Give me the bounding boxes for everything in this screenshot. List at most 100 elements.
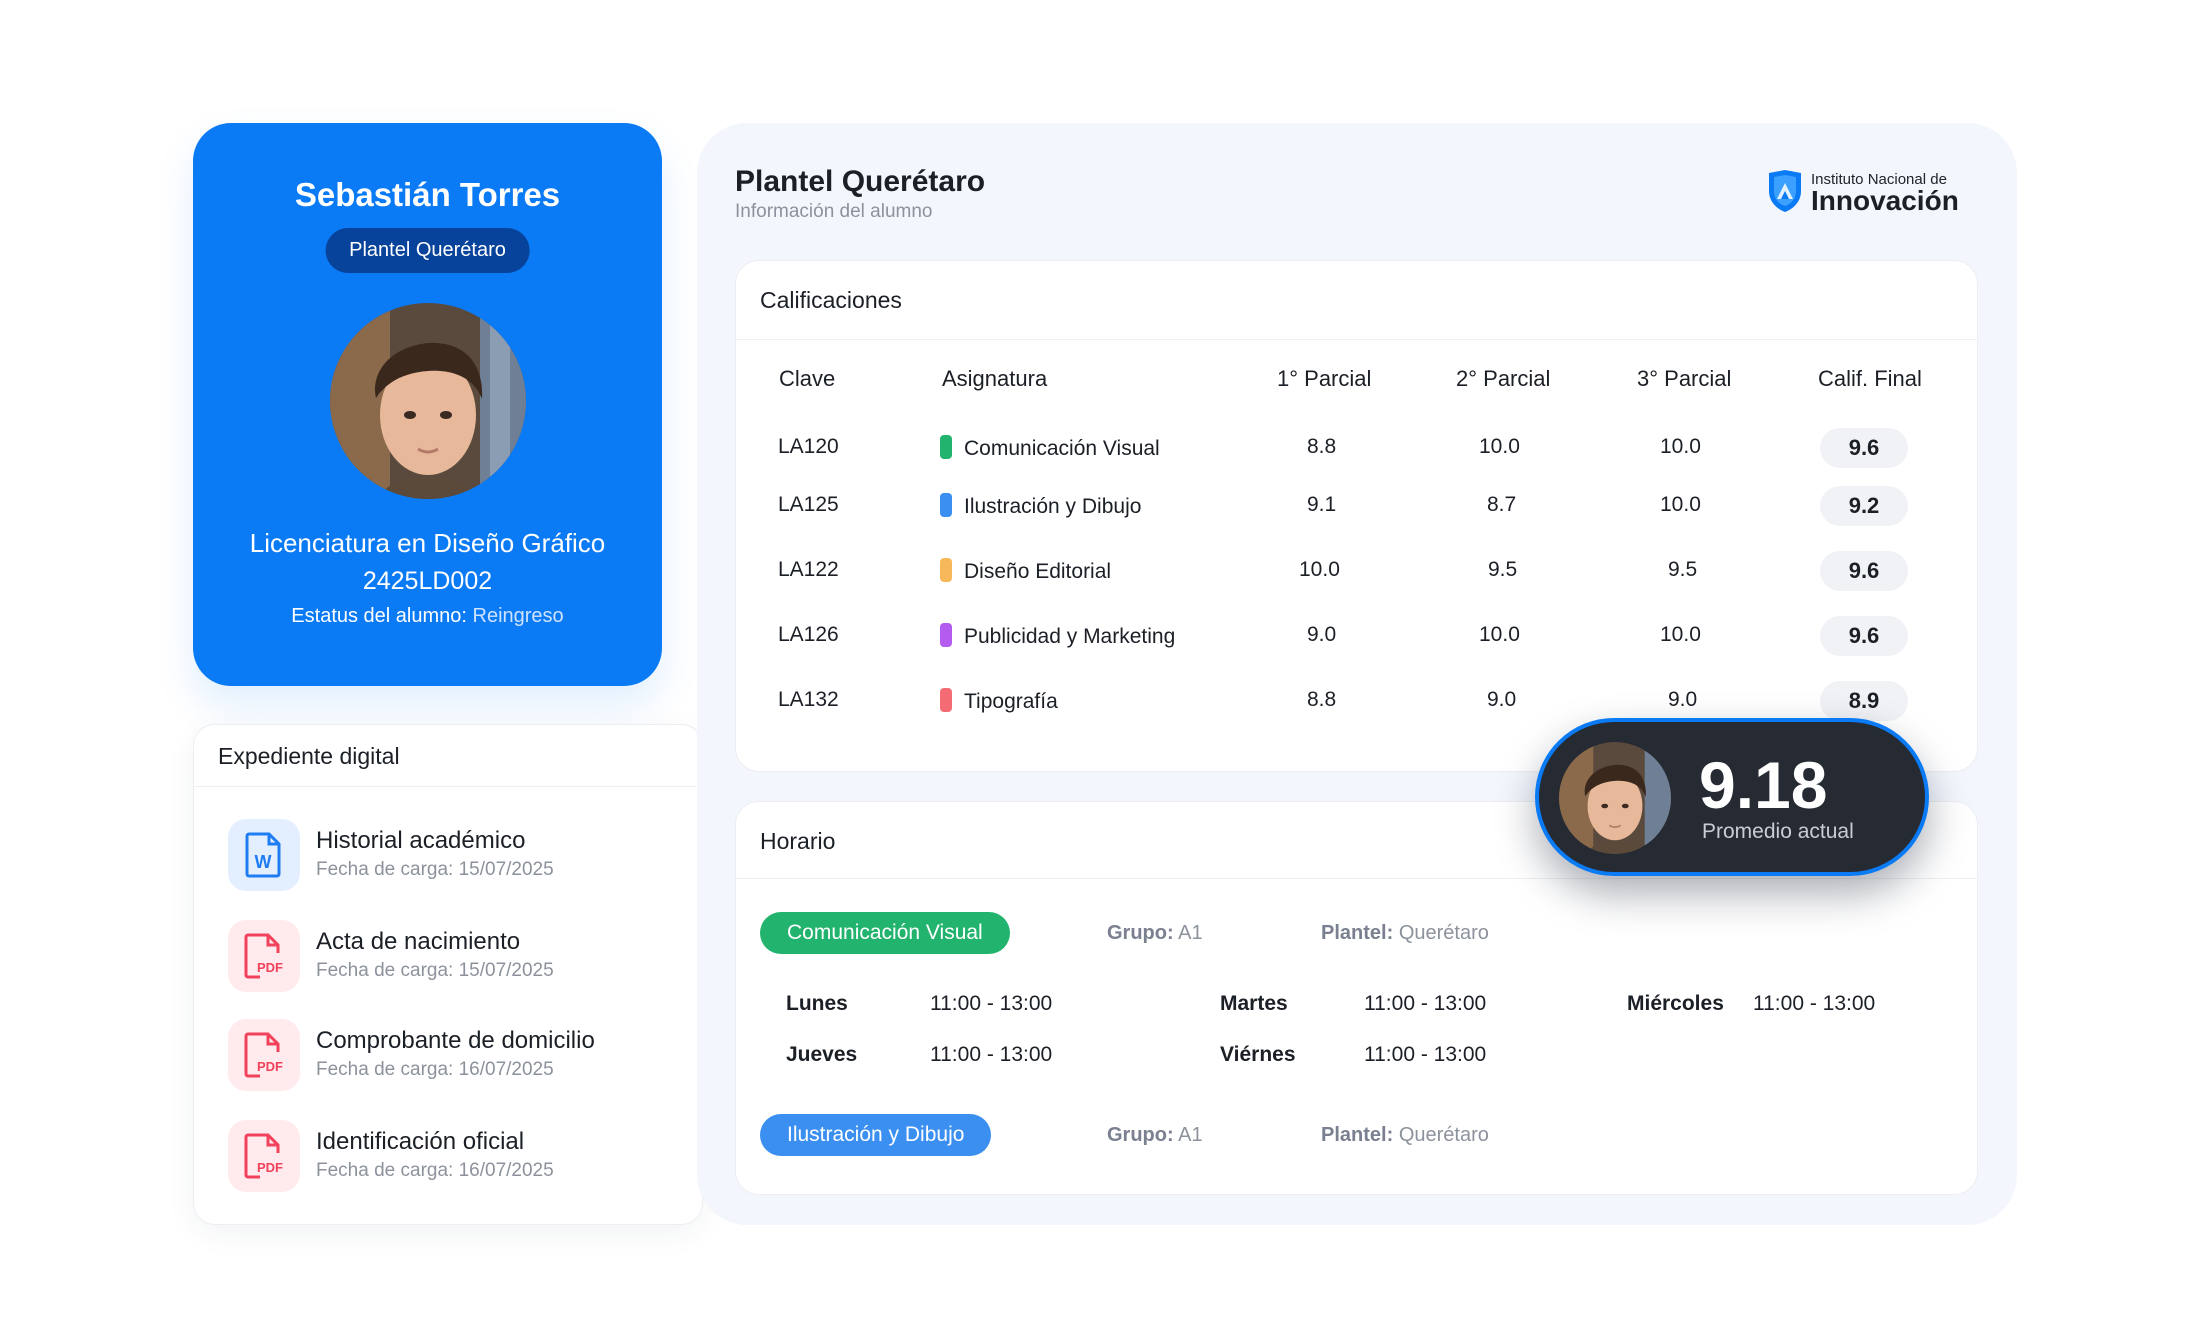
- subject-name: Diseño Editorial: [964, 560, 1112, 583]
- course-campus: Plantel: Querétaro: [1321, 922, 1489, 945]
- row-subject: Diseño Editorial: [940, 558, 1111, 584]
- student-profile-card: Sebastián Torres Plantel Querétaro Licen…: [193, 123, 662, 686]
- svg-text:PDF: PDF: [257, 960, 283, 975]
- pdf-document-icon: PDF: [228, 1019, 300, 1091]
- file-name: Identificación oficial: [316, 1128, 525, 1155]
- grades-title: Calificaciones: [760, 287, 902, 313]
- grade-p3: 10.0: [1660, 493, 1701, 516]
- row-code: LA132: [778, 688, 839, 711]
- student-avatar: [329, 303, 526, 499]
- group-value: A1: [1178, 1124, 1203, 1146]
- final-grade: 9.2: [1820, 486, 1908, 526]
- row-code: LA120: [778, 435, 839, 458]
- schedule-day: Lunes: [786, 992, 848, 1015]
- grade-p3: 10.0: [1660, 435, 1701, 458]
- schedule-day: Martes: [1220, 992, 1288, 1015]
- student-name: Sebastián Torres: [294, 176, 561, 213]
- column-header: 3° Parcial: [1637, 366, 1732, 391]
- student-info-panel: Plantel Querétaro Información del alumno…: [697, 123, 2017, 1225]
- schedule-title: Horario: [760, 828, 836, 854]
- campus-value: Querétaro: [1398, 1124, 1489, 1146]
- campus-value: Querétaro: [1398, 922, 1489, 944]
- subject-color-dot: [940, 435, 952, 459]
- column-header: 2° Parcial: [1456, 366, 1551, 391]
- subject-name: Publicidad y Marketing: [964, 625, 1176, 648]
- subject-color-dot: [940, 688, 952, 712]
- grade-p1: 9.1: [1307, 493, 1337, 516]
- average-label: Promedio actual: [1702, 820, 1854, 843]
- final-grade: 9.6: [1820, 616, 1908, 656]
- course-campus: Plantel: Querétaro: [1321, 1124, 1489, 1147]
- subject-name: Comunicación Visual: [964, 437, 1160, 460]
- digital-file-card: Expediente digital W Historial académico…: [193, 724, 703, 1225]
- subject-color-dot: [940, 623, 952, 647]
- column-header: Asignatura: [942, 366, 1048, 391]
- grade-p3: 9.5: [1668, 558, 1698, 581]
- row-subject: Comunicación Visual: [940, 435, 1160, 461]
- file-date: Fecha de carga: 16/07/2025: [316, 1160, 554, 1181]
- subject-color-dot: [940, 493, 952, 517]
- schedule-time: 11:00 - 13:00: [1364, 1043, 1487, 1066]
- row-code: LA126: [778, 623, 839, 646]
- grade-p2: 9.0: [1487, 688, 1517, 711]
- campus-label: Plantel:: [1321, 922, 1394, 944]
- divider: [736, 339, 1977, 340]
- file-item[interactable]: PDF Comprobante de domicilio Fecha de ca…: [228, 1019, 668, 1091]
- average-value: 9.18: [1699, 748, 1828, 822]
- schedule-day: Jueves: [786, 1043, 858, 1066]
- row-subject: Tipografía: [940, 688, 1058, 714]
- grade-p2: 10.0: [1479, 435, 1520, 458]
- course-tag[interactable]: Comunicación Visual: [760, 912, 1010, 954]
- schedule-time: 11:00 - 13:00: [1753, 992, 1876, 1015]
- student-status-label: Estatus del alumno:: [291, 605, 467, 627]
- subject-name: Tipografía: [964, 690, 1058, 713]
- group-label: Grupo:: [1107, 922, 1174, 944]
- grades-card: Calificaciones Clave Asignatura 1° Parci…: [735, 260, 1978, 772]
- brand-small-text: Instituto Nacional de: [1811, 171, 1947, 188]
- campus-badge: Plantel Querétaro: [325, 228, 530, 273]
- grade-p3: 10.0: [1660, 623, 1701, 646]
- file-item[interactable]: PDF Identificación oficial Fecha de carg…: [228, 1120, 668, 1192]
- row-code: LA122: [778, 558, 839, 581]
- student-avatar-small: [1559, 742, 1671, 854]
- student-status-value: Reingreso: [472, 605, 564, 627]
- grade-p2: 9.5: [1488, 558, 1518, 581]
- course-group: Grupo: A1: [1107, 922, 1203, 945]
- grade-p2: 8.7: [1487, 493, 1517, 516]
- brand-name: Innovación: [1811, 185, 1959, 216]
- student-status: Estatus del alumno: Reingreso: [193, 605, 662, 628]
- column-header: Calif. Final: [1818, 366, 1922, 391]
- final-grade: 9.6: [1820, 428, 1908, 468]
- schedule-day: Miércoles: [1627, 992, 1724, 1015]
- page-subtitle: Información del alumno: [735, 201, 933, 222]
- file-name: Historial académico: [316, 827, 526, 854]
- svg-text:W: W: [255, 852, 272, 872]
- shield-logo-icon: [1769, 170, 1801, 212]
- course-tag[interactable]: Ilustración y Dibujo: [760, 1114, 992, 1156]
- final-grade: 8.9: [1820, 681, 1908, 721]
- file-item[interactable]: W Historial académico Fecha de carga: 15…: [228, 819, 668, 891]
- schedule-day: Viérnes: [1220, 1043, 1296, 1066]
- file-item[interactable]: PDF Acta de nacimiento Fecha de carga: 1…: [228, 920, 668, 992]
- course-group: Grupo: A1: [1107, 1124, 1203, 1147]
- svg-text:PDF: PDF: [257, 1059, 283, 1074]
- subject-color-dot: [940, 558, 952, 582]
- svg-text:PDF: PDF: [257, 1160, 283, 1175]
- grade-p2: 10.0: [1479, 623, 1520, 646]
- file-date: Fecha de carga: 15/07/2025: [316, 859, 554, 880]
- final-grade: 9.6: [1820, 551, 1908, 591]
- file-name: Acta de nacimiento: [316, 928, 521, 955]
- grade-p1: 8.8: [1307, 435, 1337, 458]
- file-date: Fecha de carga: 15/07/2025: [316, 960, 554, 981]
- row-subject: Ilustración y Dibujo: [940, 493, 1141, 519]
- divider: [736, 878, 1977, 879]
- schedule-time: 11:00 - 13:00: [930, 992, 1053, 1015]
- page-title: Plantel Querétaro: [735, 165, 986, 198]
- student-degree: Licenciatura en Diseño Gráfico: [249, 528, 606, 558]
- digital-file-title: Expediente digital: [218, 743, 400, 769]
- column-header: 1° Parcial: [1277, 366, 1372, 391]
- student-id: 2425LD002: [362, 567, 493, 595]
- institution-logo: Instituto Nacional de Innovación: [1767, 167, 1967, 216]
- file-name: Comprobante de domicilio: [316, 1027, 595, 1054]
- file-date: Fecha de carga: 16/07/2025: [316, 1059, 554, 1080]
